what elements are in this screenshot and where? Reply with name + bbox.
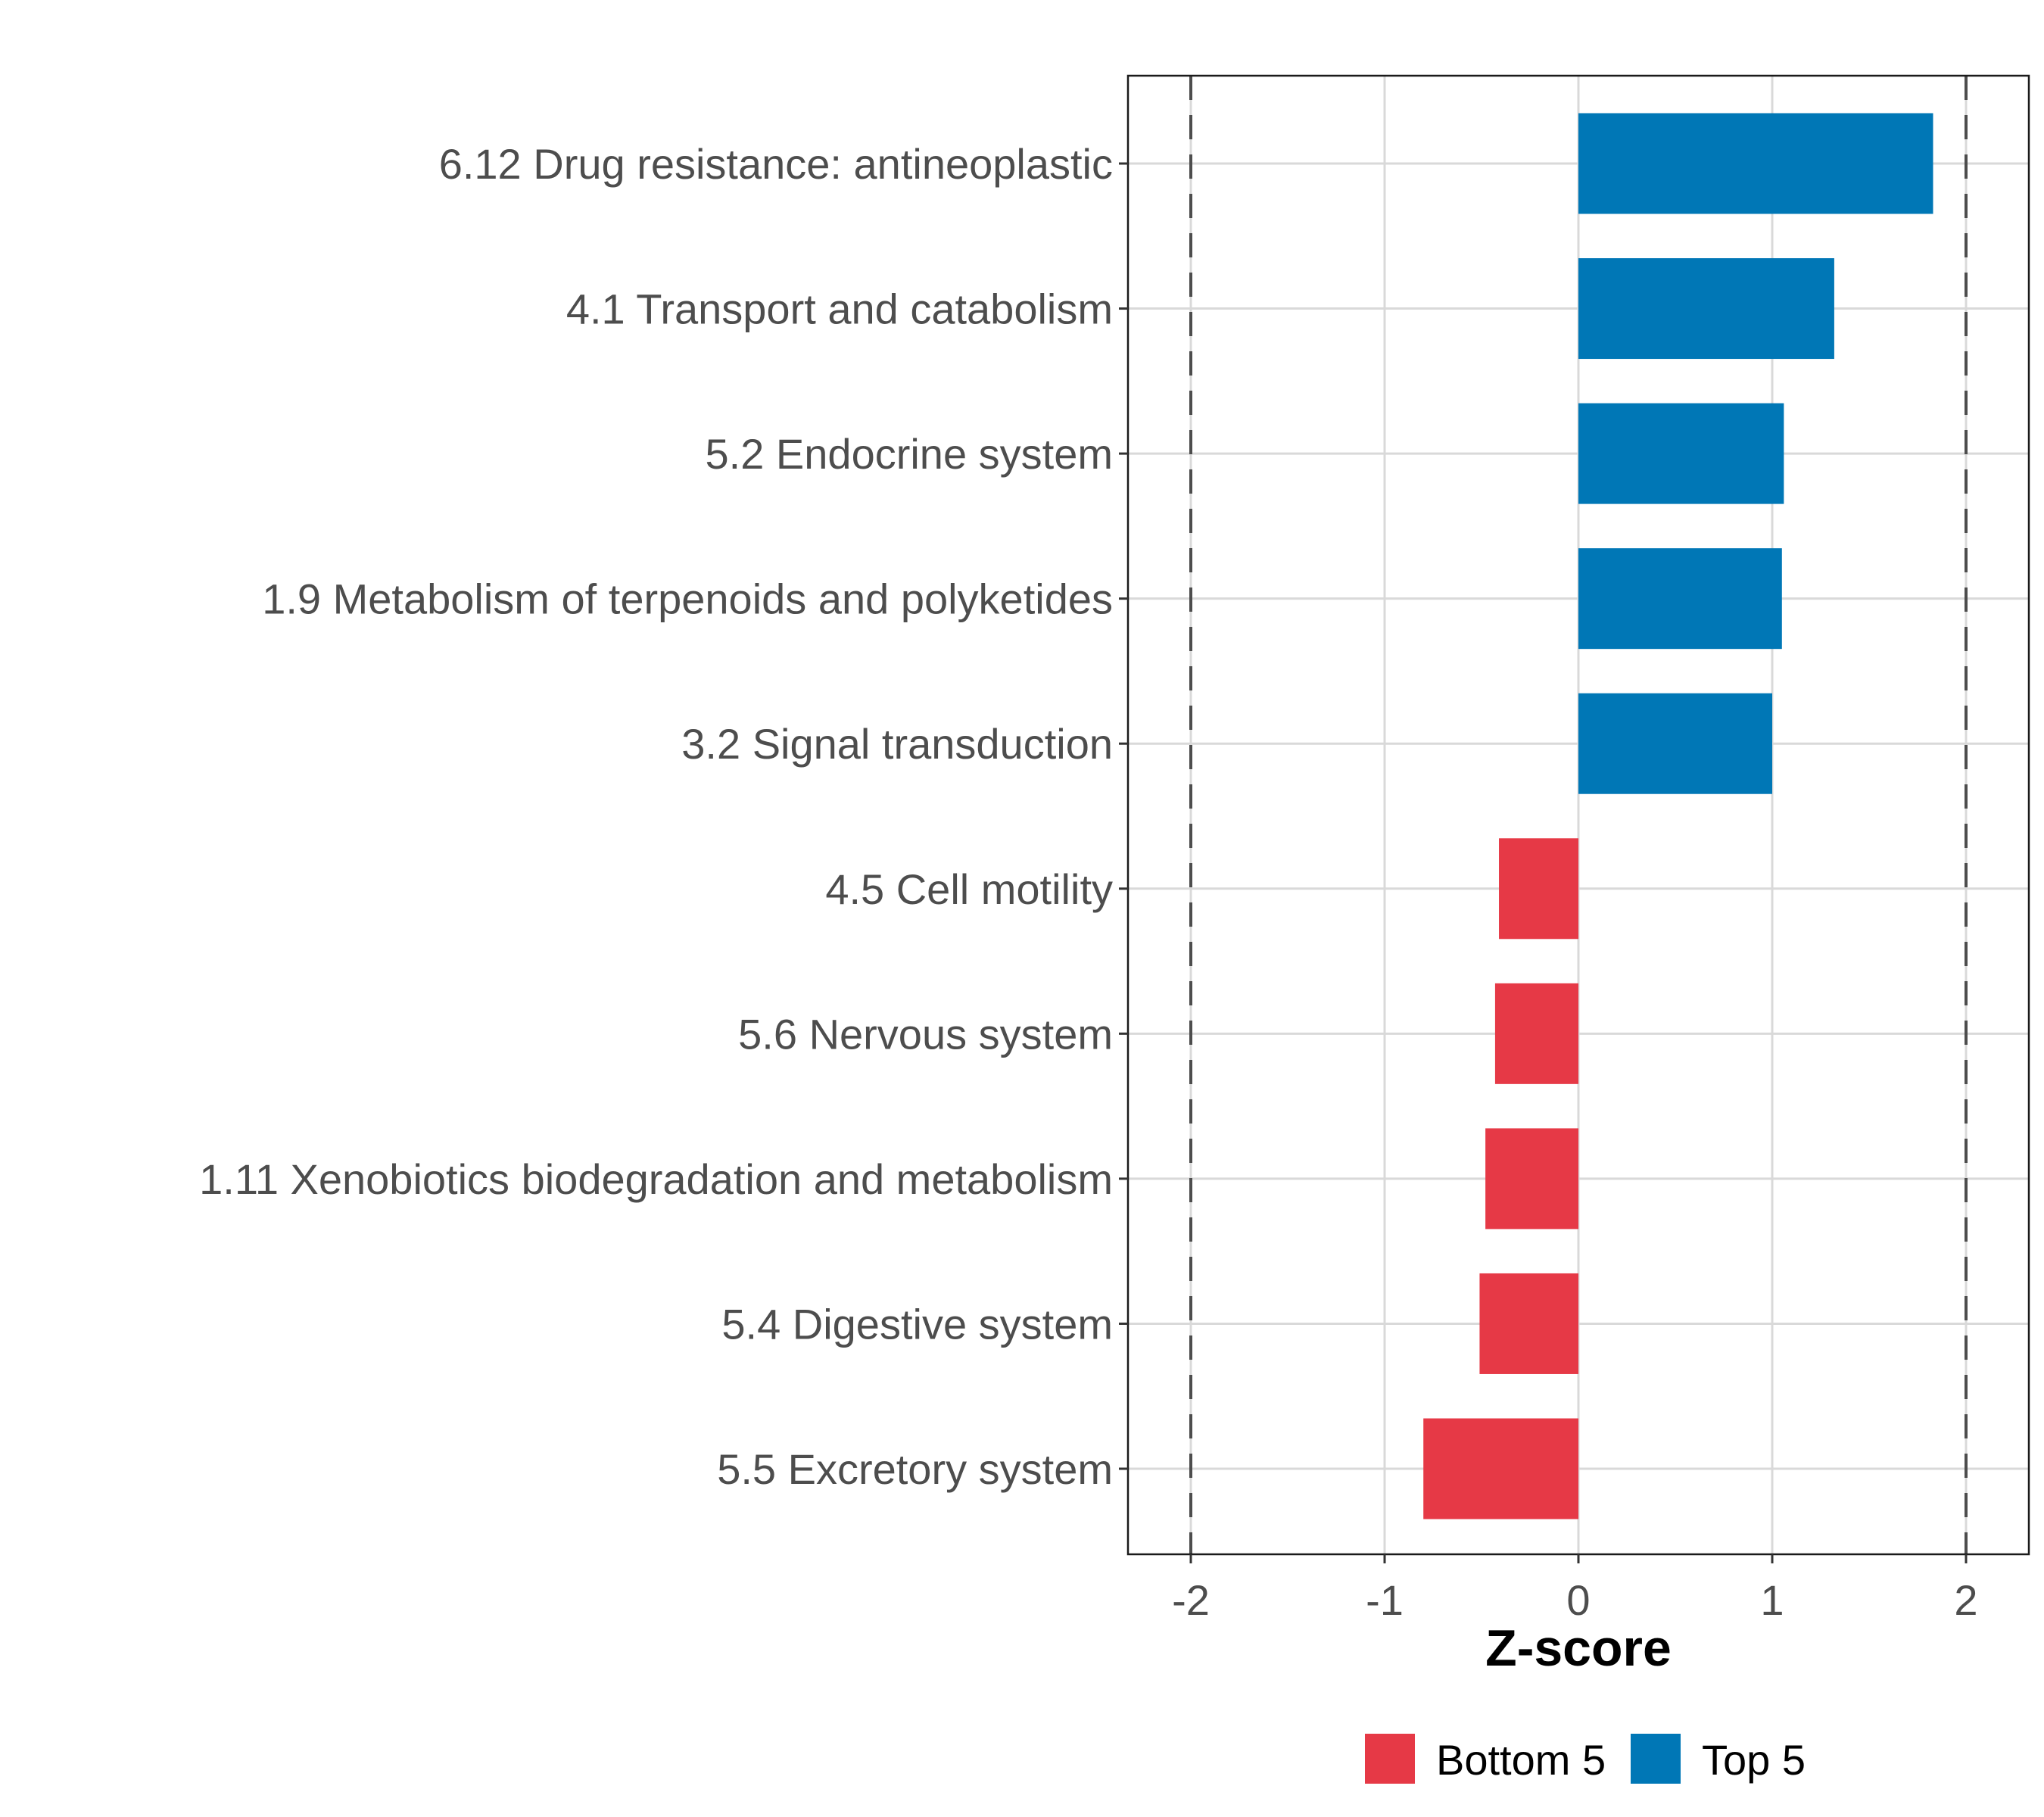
y-tick-label: 1.11 Xenobiotics biodegradation and meta…: [199, 1155, 1113, 1203]
bar-top-4: [1578, 693, 1772, 794]
x-axis-title: Z-score: [1485, 1619, 1672, 1677]
legend: Bottom 5 Top 5: [1365, 1734, 1806, 1784]
legend-swatch-top: [1631, 1734, 1681, 1784]
y-tick-label: 5.6 Nervous system: [738, 1010, 1113, 1058]
x-tick-label: -2: [1172, 1576, 1210, 1624]
x-tick-label: -1: [1366, 1576, 1404, 1624]
bar-top-1: [1578, 258, 1834, 360]
bar-top-3: [1578, 548, 1782, 650]
y-tick-label: 4.1 Transport and catabolism: [566, 285, 1113, 333]
y-tick-label: 6.12 Drug resistance: antineoplastic: [439, 140, 1113, 188]
x-tick-label: 2: [1954, 1576, 1977, 1624]
y-tick-label: 5.5 Excretory system: [717, 1445, 1113, 1493]
bar-bottom-9: [1423, 1418, 1578, 1519]
bars: [1423, 113, 1933, 1519]
bar-top-0: [1578, 113, 1933, 214]
legend-label: Bottom 5: [1436, 1736, 1606, 1784]
bar-bottom-5: [1499, 838, 1578, 940]
legend-swatch-bottom: [1365, 1734, 1415, 1784]
reference-lines: [1189, 76, 1968, 1554]
x-tick-label: 0: [1566, 1576, 1590, 1624]
y-axis: 6.12 Drug resistance: antineoplastic 4.1 …: [199, 140, 1128, 1493]
y-tick-label: 4.5 Cell motility: [825, 865, 1113, 913]
bar-bottom-7: [1485, 1128, 1578, 1230]
y-tick-label: 1.9 Metabolism of terpenoids and polyket…: [262, 575, 1113, 623]
legend-label: Top 5: [1702, 1736, 1806, 1784]
y-tick-label: 5.2 Endocrine system: [706, 430, 1113, 478]
bar-bottom-8: [1479, 1273, 1578, 1374]
bar-bottom-6: [1494, 983, 1578, 1084]
x-axis: -2 -1 0 1 2: [1172, 1554, 1978, 1624]
x-tick-label: 1: [1760, 1576, 1784, 1624]
bar-top-2: [1578, 403, 1784, 504]
y-tick-label: 3.2 Signal transduction: [681, 720, 1113, 768]
y-tick-label: 5.4 Digestive system: [721, 1300, 1113, 1348]
